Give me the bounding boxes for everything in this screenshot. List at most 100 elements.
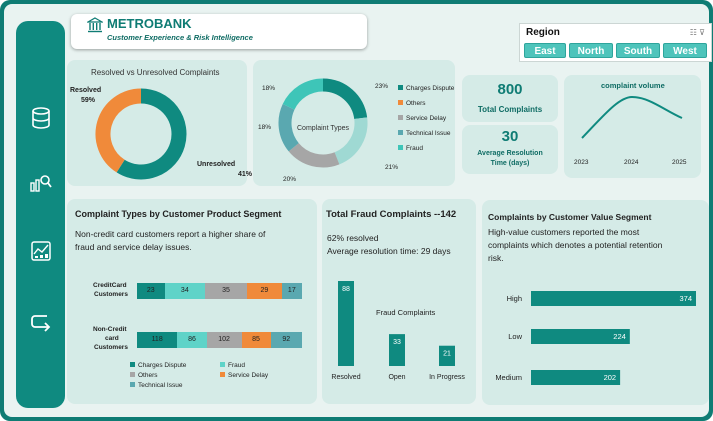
segment-bar-charges-dispute: 118: [137, 332, 178, 348]
segment-row1-label-a: CreditCard: [93, 282, 127, 289]
segment-row1-label-b: Customers: [94, 291, 128, 298]
value-segment-desc-line2: complaints which denotes a potential ret…: [488, 240, 663, 250]
legend-swatch: [398, 145, 403, 150]
segment-bar-fraud: 86: [177, 332, 207, 348]
resolved-label: Resolved: [70, 87, 102, 94]
avg-resolution-label-line2: Time (days): [490, 160, 530, 167]
value-segment-desc-line3: risk.: [488, 253, 504, 263]
avg-resolution-value: 30: [501, 128, 519, 145]
value-bar-value: 374: [679, 294, 692, 303]
fraud-panel: Total Fraud Complaints --142 62% resolve…: [322, 199, 476, 404]
region-option-west[interactable]: West: [663, 43, 707, 58]
volume-year-2023: 2023: [574, 159, 589, 166]
segment-bar-others: 35: [205, 283, 247, 299]
avg-resolution-label-line1: Average Resolution: [477, 150, 543, 157]
legend-swatch: [398, 100, 403, 105]
types-legend-item: Charges Dispute: [398, 85, 454, 92]
region-option-north[interactable]: North: [569, 43, 613, 58]
total-complaints-label: Total Complaints: [477, 105, 543, 114]
region-option-south[interactable]: South: [616, 43, 660, 58]
complaint-types-panel: Complaint Types 23% 21% 20% 18% 18% Char…: [253, 60, 455, 186]
segment-panel: Complaint Types by Customer Product Segm…: [67, 199, 317, 404]
segment-row2-label-c: Customers: [94, 344, 128, 351]
fraud-bar-value: 88: [342, 286, 350, 293]
database-icon[interactable]: [29, 106, 53, 130]
dashboard-canvas: METROBANK Customer Experience & Risk Int…: [4, 4, 712, 417]
segment-legend-item: Fraud: [220, 362, 245, 369]
fraud-bar-in-progress: [439, 345, 455, 366]
fraud-resolved-text: 62% resolved: [327, 233, 379, 243]
types-legend-item: Service Delay: [398, 115, 446, 122]
slice-label-others: 21%: [385, 164, 399, 171]
legend-label: Charges Dispute: [138, 362, 187, 369]
segment-bar-technical-issue: 92: [270, 332, 302, 348]
unresolved-label: Unresolved: [197, 161, 236, 168]
value-segment-panel: Complaints by Customer Value Segment Hig…: [482, 200, 709, 405]
segment-legend-item: Charges Dispute: [130, 362, 186, 369]
complaint-volume-panel: complaint volume 2023 2024 2025: [564, 75, 701, 178]
segment-legend-item: Service Delay: [220, 372, 268, 379]
donut-slice-service-delay: [288, 142, 340, 168]
value-bar-low: [531, 329, 630, 344]
value-segment-bar-chart: 374 High 224 Low 202 Medium: [495, 291, 696, 385]
fraud-bar-value: 21: [443, 351, 451, 358]
volume-year-2024: 2024: [624, 159, 639, 166]
brand-name: METROBANK: [107, 16, 192, 31]
legend-swatch: [220, 372, 225, 377]
fraud-chart-title: Fraud Complaints: [376, 308, 436, 317]
value-bar-medium: [531, 370, 621, 385]
types-legend-item: Others: [398, 100, 426, 107]
donut-center-label: Complaint Types: [297, 125, 350, 132]
fraud-bar-chart: 88 Resolved 33 Open 21 In Progress: [331, 281, 465, 381]
segment-legend-item: Others: [130, 372, 158, 379]
resolved-chart-title: Resolved vs Unresolved Complaints: [91, 68, 220, 77]
legend-label: Others: [406, 100, 426, 107]
fraud-title: Total Fraud Complaints --142: [326, 209, 457, 220]
slice-label-technical: 18%: [258, 124, 272, 131]
legend-swatch: [220, 362, 225, 367]
value-bar-value: 202: [604, 373, 617, 382]
segment-row2-label-b: card: [105, 335, 119, 342]
volume-chart-title: complaint volume: [601, 81, 665, 90]
region-option-east[interactable]: East: [524, 43, 566, 58]
sidebar: [16, 21, 65, 408]
slicer-filter-icons[interactable]: ☷ ⊽: [689, 28, 705, 37]
volume-year-2025: 2025: [672, 159, 687, 166]
legend-swatch: [398, 85, 403, 90]
legend-swatch: [130, 382, 135, 387]
legend-swatch: [398, 115, 403, 120]
fraud-category-label: Open: [388, 374, 405, 381]
resolved-pct: 59%: [81, 97, 96, 104]
segment-bar-others: 102: [206, 332, 242, 348]
legend-swatch: [130, 372, 135, 377]
total-complaints-card: 800 Total Complaints: [462, 75, 558, 122]
unresolved-pct: 41%: [238, 171, 253, 178]
segment-bar-fraud: 34: [164, 283, 206, 299]
report-icon[interactable]: [29, 239, 53, 263]
donut-slice-others: [334, 117, 368, 165]
donut-slice-unresolved: [95, 88, 142, 173]
exit-icon[interactable]: [29, 311, 53, 335]
value-bar-value: 224: [613, 332, 626, 341]
fraud-bar-value: 33: [393, 339, 401, 346]
resolved-donut: [95, 88, 187, 180]
analytics-icon[interactable]: [29, 171, 53, 195]
types-legend-item: Technical Issue: [398, 130, 450, 137]
segment-desc-line2: fraud and service delay issues.: [75, 242, 192, 252]
legend-label: Fraud: [406, 145, 423, 152]
segment-bar-service-delay: 29: [247, 283, 282, 299]
bank-logo-icon: [87, 17, 103, 33]
value-bar-high: [531, 291, 696, 306]
legend-swatch: [398, 130, 403, 135]
fraud-category-label: Resolved: [331, 374, 360, 381]
slice-label-fraud: 18%: [262, 85, 276, 92]
donut-slice-resolved: [116, 88, 187, 180]
region-slicer: Region ☷ ⊽ East North South West: [519, 23, 712, 62]
value-category-label: Medium: [495, 373, 522, 382]
legend-swatch: [130, 362, 135, 367]
value-segment-desc-line1: High-value customers reported the most: [488, 227, 640, 237]
fraud-bar-resolved: [338, 281, 354, 366]
segment-bar-service-delay: 85: [241, 332, 271, 348]
legend-label: Fraud: [228, 362, 245, 369]
